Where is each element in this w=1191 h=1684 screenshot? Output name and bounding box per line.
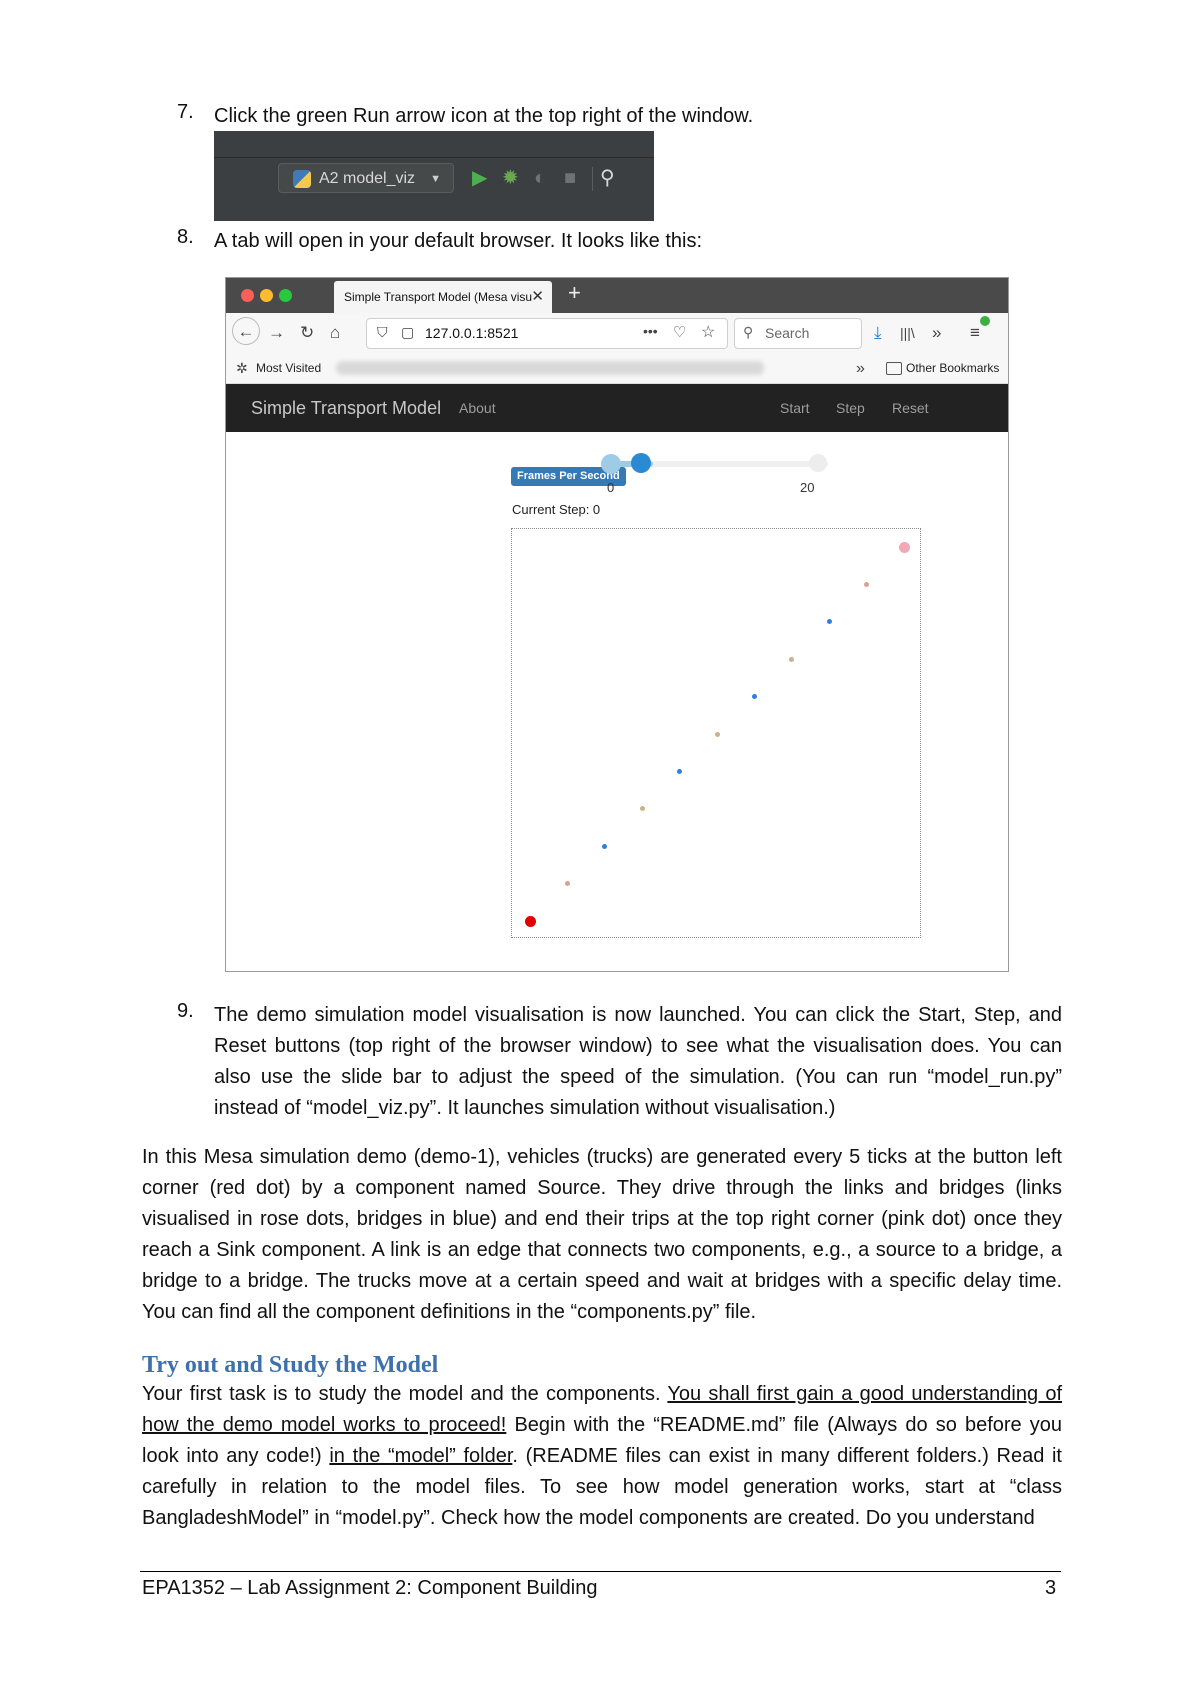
gear-icon: ✲ (236, 360, 248, 376)
section-heading: Try out and Study the Model (142, 1352, 439, 1378)
url-text: 127.0.0.1:8521 (425, 325, 519, 341)
sim-point (864, 581, 870, 587)
section-emphasis-2: in the “model” folder (329, 1445, 513, 1467)
sim-point (751, 694, 757, 700)
search-input[interactable]: ⚲ Search (734, 318, 862, 349)
other-bookmarks-link[interactable]: Other Bookmarks (906, 361, 1000, 375)
about-link[interactable]: About (459, 400, 496, 416)
tab-bar: Simple Transport Model (Mesa visu ✕ + (226, 278, 1008, 313)
sim-point (898, 541, 910, 553)
debug-icon[interactable]: ✹ (502, 167, 519, 189)
section-text-b: Begin with the “README.md” file (Always … (142, 1414, 1062, 1467)
stop-icon[interactable]: ■ (564, 167, 577, 189)
sim-point (602, 843, 608, 849)
start-button[interactable]: Start (780, 400, 810, 416)
fps-slider-track[interactable] (613, 461, 828, 467)
step-button[interactable]: Step (836, 400, 865, 416)
browser-tab[interactable]: Simple Transport Model (Mesa visu ✕ (334, 281, 552, 313)
update-badge-icon (980, 316, 990, 326)
step-7-number: 7. (177, 101, 194, 123)
close-tab-icon[interactable]: ✕ (531, 288, 544, 305)
search-icon[interactable]: ⚲ (600, 167, 615, 189)
step-8-number: 8. (177, 226, 194, 248)
pocket-icon[interactable]: ♡ (673, 324, 687, 341)
shield-icon: ⛉ (377, 324, 388, 340)
fps-slider-handle[interactable] (631, 453, 651, 473)
section-text-c: . (README files can exist in many differ… (142, 1445, 1062, 1529)
magnifier-icon: ⚲ (743, 324, 754, 340)
toolbar-separator (592, 167, 593, 191)
nav-bar: ← → ↻ ⌂ ⛉ ▢ 127.0.0.1:8521 ••• ♡ ☆ ⚲ Sea… (226, 313, 1008, 354)
section-emphasis-1: You shall first gain a good understandin… (142, 1383, 1063, 1436)
fps-slider-end (809, 454, 827, 472)
page-actions-icon[interactable]: ••• (643, 323, 658, 339)
close-window-icon[interactable] (241, 289, 254, 302)
step-7-text: Click the green Run arrow icon at the to… (214, 105, 754, 127)
minimize-window-icon[interactable] (260, 289, 273, 302)
bookmark-star-icon[interactable]: ☆ (701, 324, 716, 341)
fps-slider-min: 0 (607, 480, 615, 495)
section-text-a: Your first task is to study the model an… (142, 1383, 668, 1405)
sim-point (677, 768, 683, 774)
footer-title: EPA1352 – Lab Assignment 2: Component Bu… (142, 1577, 598, 1599)
sim-point (714, 731, 720, 737)
section-paragraph: Your first task is to study the model an… (142, 1379, 1062, 1534)
coverage-icon[interactable]: ◐ (534, 167, 547, 189)
most-visited-link[interactable]: Most Visited (256, 361, 322, 375)
sim-point (789, 656, 795, 662)
overflow-icon[interactable]: » (932, 323, 942, 342)
new-tab-icon[interactable]: + (568, 280, 581, 305)
page-number: 3 (1045, 1577, 1057, 1599)
sim-point (826, 619, 832, 625)
dropdown-caret-icon: ▼ (430, 173, 441, 185)
back-icon[interactable]: ← (232, 317, 260, 345)
browser-window: Simple Transport Model (Mesa visu ✕ + ← … (225, 277, 1009, 972)
description-paragraph: In this Mesa simulation demo (demo-1), v… (142, 1146, 1062, 1323)
maximize-window-icon[interactable] (279, 289, 292, 302)
page-icon: ▢ (401, 324, 415, 340)
sim-point (639, 806, 645, 812)
fps-slider-max: 20 (800, 480, 815, 495)
simulation-canvas (511, 528, 921, 938)
run-config-select[interactable]: A2 model_viz ▼ (278, 163, 454, 193)
sim-point (564, 881, 570, 887)
folder-icon (886, 362, 902, 375)
bookmarks-overflow-icon[interactable]: » (856, 360, 865, 377)
bookmarks-bar: ✲ Most Visited » Other Bookmarks (226, 354, 1008, 384)
toolbar-divider (214, 157, 654, 158)
fps-label: Frames Per Second (511, 467, 626, 486)
reload-icon[interactable]: ↻ (300, 323, 315, 342)
footer-rule (140, 1571, 1061, 1572)
fps-slider-start (601, 454, 621, 474)
tab-title: Simple Transport Model (Mesa visu (344, 290, 533, 304)
step-8-text: A tab will open in your default browser.… (214, 230, 703, 252)
sim-point (524, 915, 536, 927)
forward-icon[interactable]: → (268, 323, 285, 342)
step-9-text: The demo simulation model visualisation … (214, 1004, 1062, 1119)
download-icon[interactable]: ⤓ (874, 323, 882, 342)
app-brand[interactable]: Simple Transport Model (251, 398, 442, 418)
home-icon[interactable]: ⌂ (330, 323, 341, 342)
menu-icon[interactable]: ≡ (970, 323, 980, 342)
reset-button[interactable]: Reset (892, 400, 929, 416)
library-icon[interactable]: |||\ (900, 325, 915, 341)
run-config-label: A2 model_viz (319, 170, 416, 187)
ide-toolbar: A2 model_viz ▼ ▶ ✹ ◐ ■ ⚲ (214, 131, 654, 221)
search-placeholder: Search (765, 325, 810, 341)
current-step: Current Step: 0 (512, 502, 601, 517)
url-bar[interactable]: ⛉ ▢ 127.0.0.1:8521 ••• ♡ ☆ (366, 318, 728, 349)
app-navbar: Simple Transport Model About Start Step … (226, 384, 1008, 432)
python-icon (293, 170, 311, 188)
run-icon[interactable]: ▶ (472, 167, 488, 189)
step-9-number: 9. (177, 1000, 194, 1022)
blurred-bookmarks (336, 361, 764, 375)
